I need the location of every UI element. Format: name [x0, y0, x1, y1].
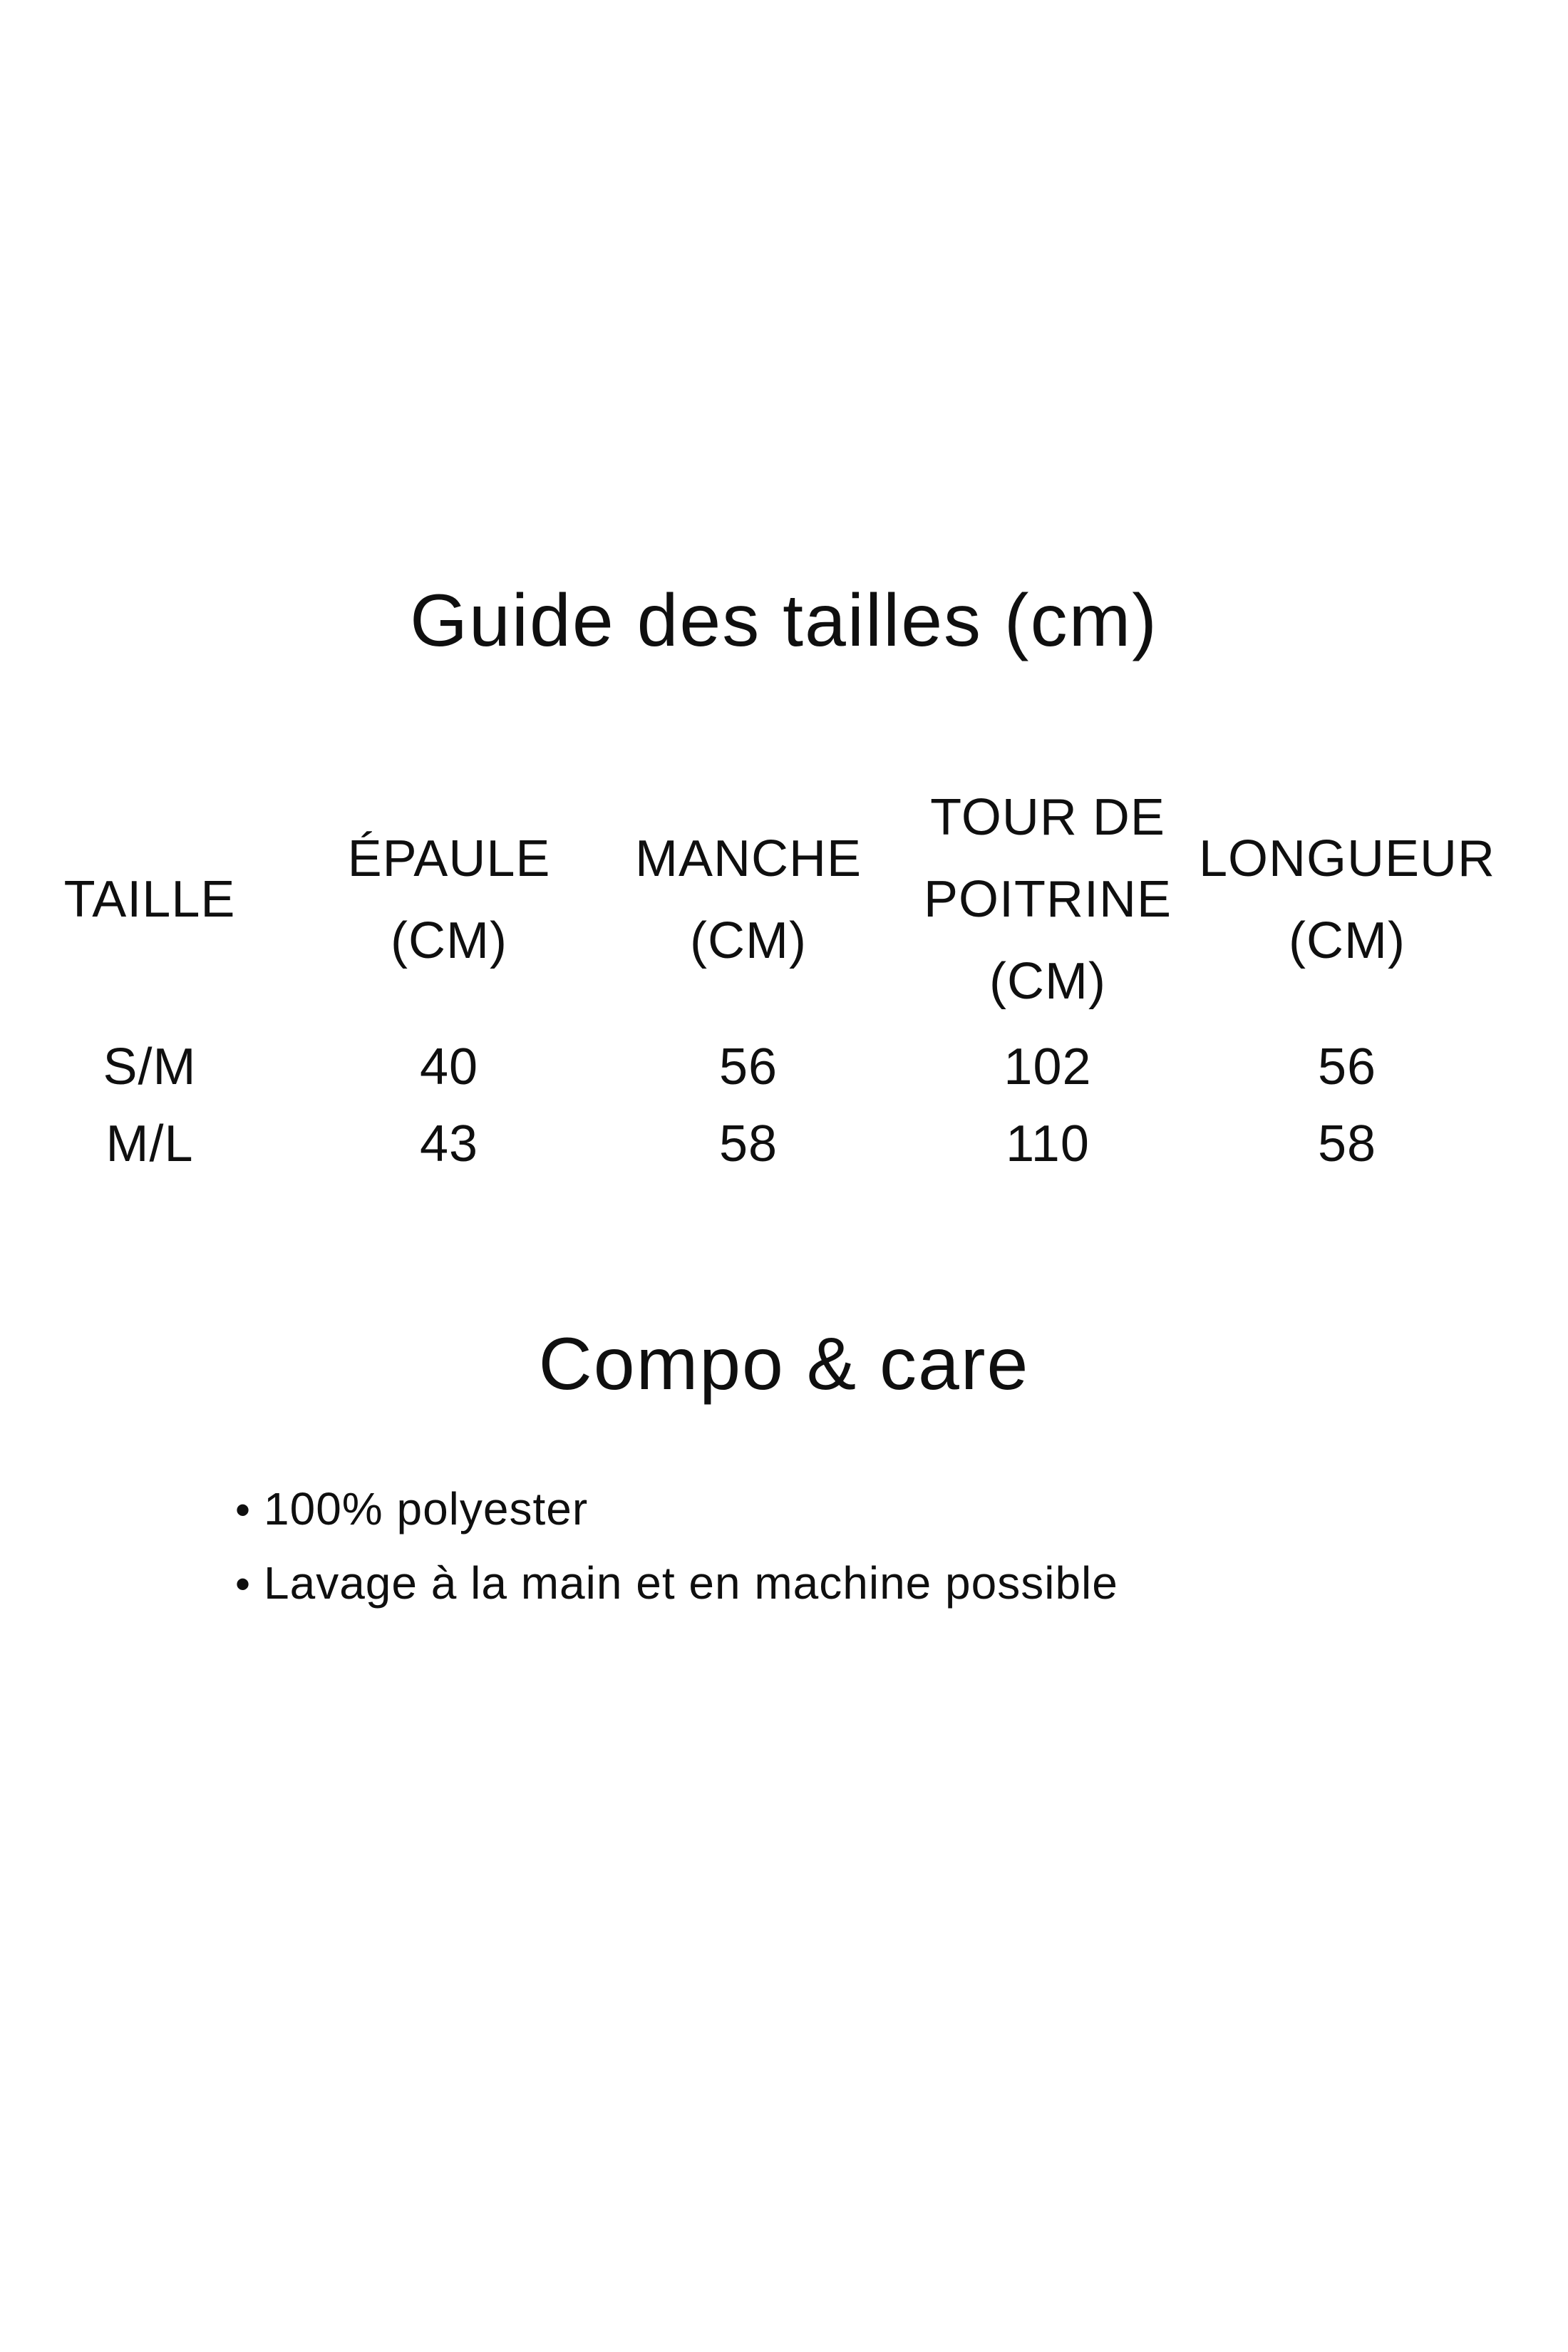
column-header-line: (CM)	[690, 912, 807, 969]
column-header-line: MANCHE	[634, 830, 862, 887]
care-item-text: Lavage à la main et en machine possible	[264, 1557, 1118, 1609]
column-header-line: (CM)	[391, 912, 507, 969]
column-header-line: (CM)	[989, 953, 1106, 1010]
cell-poitrine: 102	[1004, 1038, 1092, 1095]
care-item-text: 100% polyester	[264, 1483, 589, 1535]
cell-manche: 56	[718, 1038, 778, 1095]
column-header-line: TAILLE	[63, 871, 236, 928]
bullet-icon: •	[235, 1486, 252, 1534]
column-header-taille: TAILLE	[0, 859, 299, 941]
cell-poitrine: 110	[1006, 1115, 1090, 1172]
cell-manche: 58	[718, 1115, 778, 1172]
size-table: TAILLE ÉPAULE (CM) MANCHE (CM) TOUR DE P…	[0, 777, 1497, 1182]
care-list-item: • Lavage à la main et en machine possible	[235, 1547, 1118, 1621]
care-list: • 100% polyester • Lavage à la main et en …	[235, 1472, 1118, 1621]
table-row-sm: S/M 40 56 102 56	[0, 1028, 1497, 1105]
size-guide-title: Guide des tailles (cm)	[410, 579, 1158, 662]
compo-care-title: Compo & care	[538, 1323, 1030, 1405]
column-header-line: ÉPAULE	[347, 830, 551, 887]
table-row-ml: M/L 43 58 110 58	[0, 1105, 1497, 1182]
cell-longueur: 56	[1317, 1038, 1377, 1095]
care-list-item: • 100% polyester	[235, 1472, 1118, 1547]
cell-taille: M/L	[105, 1115, 194, 1172]
size-table-header: TAILLE ÉPAULE (CM) MANCHE (CM) TOUR DE P…	[0, 777, 1497, 1023]
cell-epaule: 43	[419, 1115, 479, 1172]
column-header-tour-de-poitrine: TOUR DE POITRINE (CM)	[898, 777, 1197, 1023]
column-header-line: POITRINE	[923, 871, 1172, 928]
bullet-icon: •	[235, 1560, 252, 1608]
cell-longueur: 58	[1317, 1115, 1377, 1172]
column-header-epaule: ÉPAULE (CM)	[299, 818, 599, 982]
column-header-line: (CM)	[1289, 912, 1405, 969]
column-header-line: TOUR DE	[930, 789, 1165, 846]
cell-epaule: 40	[419, 1038, 479, 1095]
column-header-manche: MANCHE (CM)	[599, 818, 898, 982]
column-header-longueur: LONGUEUR (CM)	[1197, 818, 1497, 982]
cell-taille: S/M	[103, 1038, 197, 1095]
column-header-line: LONGUEUR	[1198, 830, 1496, 887]
